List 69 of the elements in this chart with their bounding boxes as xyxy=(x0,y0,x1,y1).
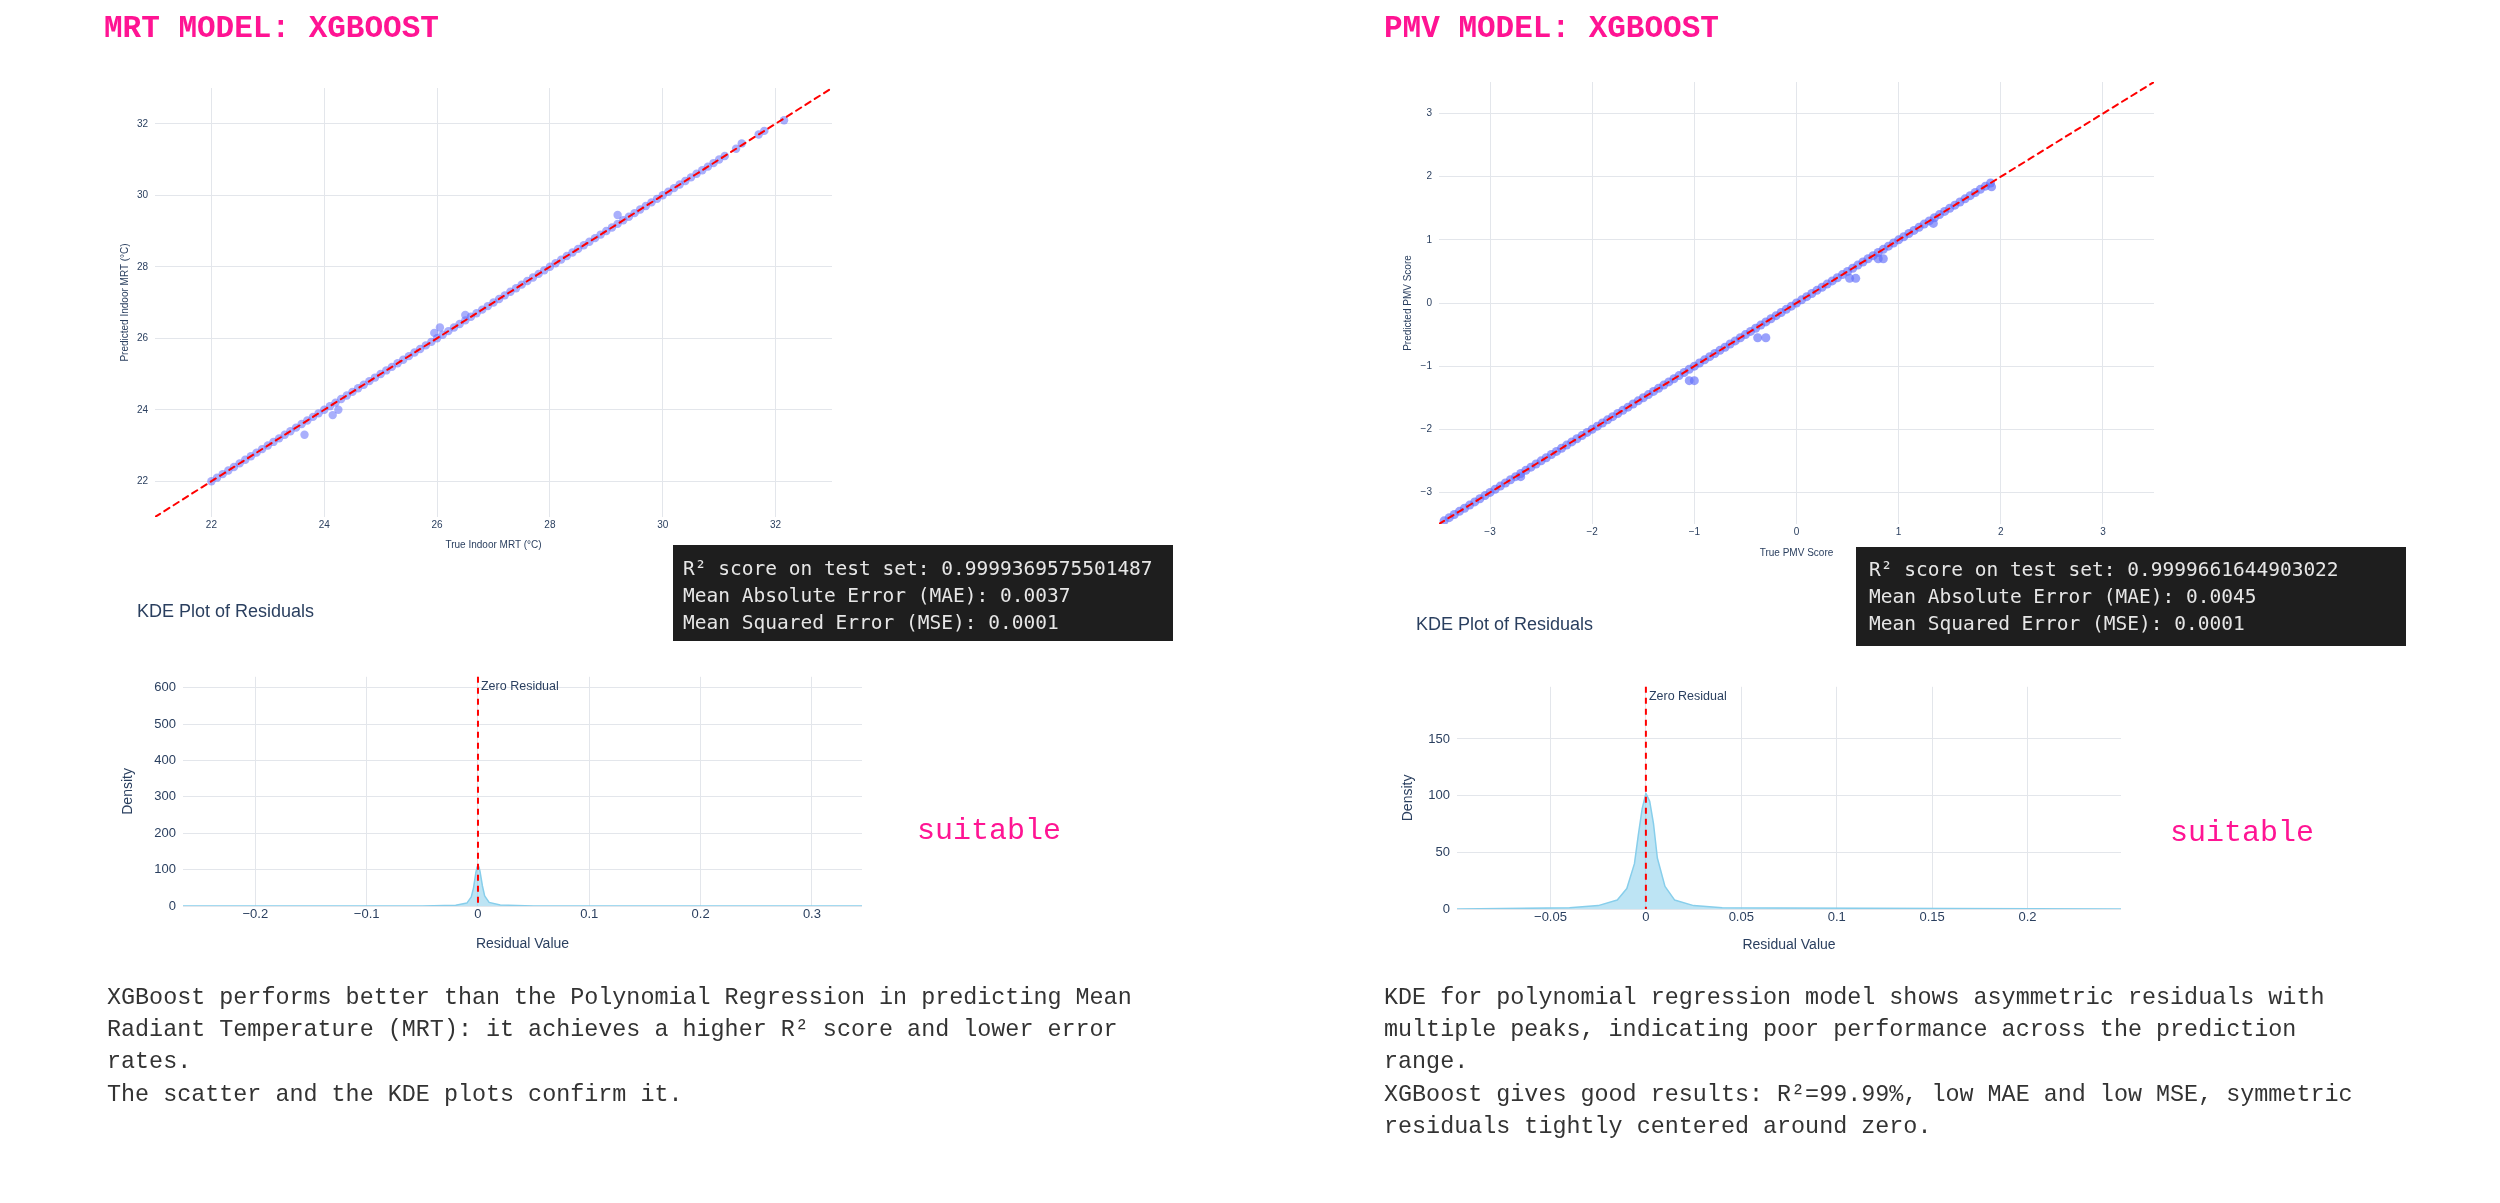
y-tick-label: 400 xyxy=(154,752,176,768)
y-tick-label: 30 xyxy=(136,189,149,200)
y-tick-label: 200 xyxy=(154,824,176,840)
y-tick-label: 300 xyxy=(154,788,176,804)
x-tick-label: 26 xyxy=(431,518,444,530)
x-tick-label: 30 xyxy=(657,518,669,530)
x-tick-label: −3 xyxy=(1484,525,1497,537)
x-tick-label: 1 xyxy=(1895,525,1902,537)
x-axis-title: True Indoor MRT (°C) xyxy=(445,538,542,550)
ref-line-label: Zero Residual xyxy=(1648,689,1727,704)
x-tick-label: 2 xyxy=(1998,525,2004,537)
text: XGBoost performs better than the Polynomial Regression in predicting Mean Radiant Temperature (MRT): it achieves a higher R² score and lower error rates. xyxy=(107,983,1133,1078)
x-tick-label: 24 xyxy=(318,518,331,530)
chart-title: PMV MODEL: XGBOOST xyxy=(1384,10,1719,48)
y-tick-label: 32 xyxy=(136,117,149,129)
x-tick-label: 0.3 xyxy=(802,906,821,922)
y-tick-label: 26 xyxy=(136,332,149,343)
y-tick-label: 22 xyxy=(136,475,149,486)
x-tick-label: 32 xyxy=(770,518,782,530)
text: XGBoost gives good results: R²=99.99%, low MAE and low MSE, symmetric residuals tightly centered around zero. xyxy=(1384,1080,2354,1143)
x-tick-label: −0.2 xyxy=(242,906,269,922)
ref-line-label: Zero Residual xyxy=(480,679,559,694)
x-tick-label: 22 xyxy=(205,518,218,530)
x-tick-label: −1 xyxy=(1688,525,1701,537)
y-tick-label: −2 xyxy=(1420,423,1433,435)
y-tick-label: 24 xyxy=(136,403,149,415)
y-tick-label: 50 xyxy=(1435,843,1450,859)
x-tick-label: 0.2 xyxy=(2018,909,2037,925)
y-tick-label: 28 xyxy=(136,260,149,272)
chart-title: KDE Plot of Residuals xyxy=(1416,614,1594,636)
y-axis-title: Density xyxy=(119,768,136,815)
y-axis-title: Predicted PMV Score xyxy=(1401,254,1413,351)
x-tick-label: 0.1 xyxy=(1827,909,1846,925)
text: suitable xyxy=(917,813,1062,849)
y-tick-label: −3 xyxy=(1420,486,1433,498)
console-panel: R² score on test set: 0.9999661644903022 Mean Absolute Error (MAE): 0.0045 Mean Squared Error (MSE): 0.0001 xyxy=(1856,547,2406,646)
x-tick-label: 28 xyxy=(544,518,556,530)
text: KDE for polynomial regression model shows asymmetric residuals with multiple peaks, indicating poor performance across the prediction range. xyxy=(1384,983,2326,1078)
y-axis-title: Predicted Indoor MRT (°C) xyxy=(118,243,130,362)
text: The scatter and the KDE plots confirm it. xyxy=(107,1080,684,1110)
x-axis-title: Residual Value xyxy=(1742,936,1836,953)
console-panel: R² score on test set: 0.9999369575501487 Mean Absolute Error (MAE): 0.0037 Mean Squared Error (MSE): 0.0001 xyxy=(673,545,1173,641)
y-tick-label: 500 xyxy=(154,715,176,731)
x-tick-label: 0 xyxy=(1793,525,1800,537)
x-tick-label: 3 xyxy=(2100,525,2107,537)
chart-title: MRT MODEL: XGBOOST xyxy=(104,10,439,48)
y-tick-label: 100 xyxy=(154,861,176,877)
x-tick-label: 0.05 xyxy=(1728,909,1754,925)
x-tick-label: −0.05 xyxy=(1534,909,1567,925)
x-tick-label: 0 xyxy=(474,906,482,922)
y-tick-label: 1 xyxy=(1426,233,1433,245)
x-tick-label: −2 xyxy=(1586,525,1599,537)
y-tick-label: 100 xyxy=(1428,787,1450,803)
x-tick-label: 0 xyxy=(1642,909,1650,925)
x-tick-label: 0.1 xyxy=(580,906,599,922)
x-axis-title: True PMV Score xyxy=(1759,546,1834,558)
y-tick-label: 150 xyxy=(1428,730,1450,746)
y-axis-title: Density xyxy=(1399,774,1416,822)
y-tick-label: 600 xyxy=(154,679,176,695)
chart-title: KDE Plot of Residuals xyxy=(137,601,315,623)
y-tick-label: 3 xyxy=(1426,107,1433,119)
x-tick-label: 0.15 xyxy=(1919,909,1945,925)
x-axis-title: Residual Value xyxy=(475,935,570,952)
y-tick-label: 0 xyxy=(1426,296,1433,308)
y-tick-label: 2 xyxy=(1426,170,1433,182)
x-tick-label: 0.2 xyxy=(691,906,710,922)
x-tick-label: −0.1 xyxy=(353,906,380,922)
text: suitable xyxy=(2170,815,2315,851)
y-tick-label: −1 xyxy=(1420,359,1433,371)
